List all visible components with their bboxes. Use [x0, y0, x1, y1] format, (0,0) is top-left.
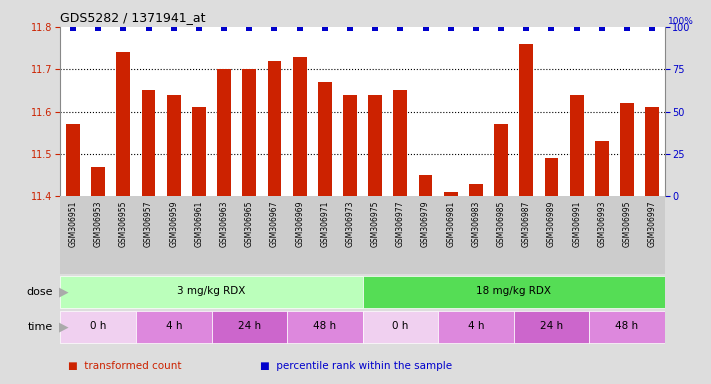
- Bar: [419, 175, 432, 197]
- Text: GSM306973: GSM306973: [346, 200, 355, 247]
- Text: GSM306953: GSM306953: [94, 200, 102, 247]
- Text: GSM306955: GSM306955: [119, 200, 128, 247]
- Bar: [646, 108, 659, 197]
- Text: 4 h: 4 h: [166, 321, 182, 331]
- Bar: [141, 91, 156, 197]
- Text: GSM306965: GSM306965: [245, 200, 254, 247]
- Bar: [66, 124, 80, 197]
- Text: GSM306985: GSM306985: [496, 200, 506, 247]
- Bar: [363, 311, 438, 343]
- Bar: [136, 311, 212, 343]
- Text: 24 h: 24 h: [237, 321, 261, 331]
- Text: 100%: 100%: [668, 17, 694, 26]
- Text: GSM306971: GSM306971: [321, 200, 329, 247]
- Text: 48 h: 48 h: [314, 321, 336, 331]
- Text: 0 h: 0 h: [90, 321, 107, 331]
- Bar: [363, 276, 665, 308]
- Bar: [192, 108, 206, 197]
- Bar: [514, 311, 589, 343]
- Text: GSM306963: GSM306963: [220, 200, 229, 247]
- Text: GSM306975: GSM306975: [370, 200, 380, 247]
- Text: GSM306993: GSM306993: [597, 200, 606, 247]
- Bar: [469, 184, 483, 197]
- Text: GSM306981: GSM306981: [447, 200, 455, 247]
- Bar: [217, 69, 231, 197]
- Text: GSM306987: GSM306987: [522, 200, 531, 247]
- Text: ■  transformed count: ■ transformed count: [68, 361, 181, 371]
- Text: 48 h: 48 h: [616, 321, 638, 331]
- Bar: [287, 311, 363, 343]
- Text: GSM306997: GSM306997: [648, 200, 657, 247]
- Text: GSM306995: GSM306995: [623, 200, 631, 247]
- Text: 3 mg/kg RDX: 3 mg/kg RDX: [177, 286, 246, 296]
- Text: 0 h: 0 h: [392, 321, 409, 331]
- Bar: [595, 141, 609, 197]
- Text: GSM306951: GSM306951: [68, 200, 77, 247]
- Text: ▶: ▶: [59, 321, 69, 334]
- Bar: [545, 158, 558, 197]
- Bar: [343, 95, 357, 197]
- Bar: [60, 276, 363, 308]
- Text: GSM306967: GSM306967: [270, 200, 279, 247]
- Text: GSM306977: GSM306977: [396, 200, 405, 247]
- Bar: [519, 44, 533, 197]
- Text: GSM306969: GSM306969: [295, 200, 304, 247]
- Text: 18 mg/kg RDX: 18 mg/kg RDX: [476, 286, 551, 296]
- Bar: [589, 311, 665, 343]
- Text: GSM306979: GSM306979: [421, 200, 430, 247]
- Text: GDS5282 / 1371941_at: GDS5282 / 1371941_at: [60, 11, 206, 24]
- Bar: [167, 95, 181, 197]
- Text: ■  percentile rank within the sample: ■ percentile rank within the sample: [260, 361, 451, 371]
- Text: ▶: ▶: [59, 285, 69, 298]
- Text: GSM306957: GSM306957: [144, 200, 153, 247]
- Bar: [393, 91, 407, 197]
- Bar: [293, 56, 306, 197]
- Bar: [438, 311, 514, 343]
- Bar: [494, 124, 508, 197]
- Text: GSM306991: GSM306991: [572, 200, 581, 247]
- Bar: [368, 95, 382, 197]
- Bar: [444, 192, 458, 197]
- Bar: [267, 61, 282, 197]
- Text: dose: dose: [27, 287, 53, 297]
- Bar: [318, 82, 332, 197]
- Bar: [91, 167, 105, 197]
- Bar: [570, 95, 584, 197]
- Text: 24 h: 24 h: [540, 321, 563, 331]
- Bar: [242, 69, 256, 197]
- Text: GSM306961: GSM306961: [194, 200, 203, 247]
- Bar: [212, 311, 287, 343]
- Bar: [60, 311, 136, 343]
- Bar: [117, 52, 130, 197]
- Text: time: time: [28, 322, 53, 332]
- Text: GSM306959: GSM306959: [169, 200, 178, 247]
- Text: GSM306989: GSM306989: [547, 200, 556, 247]
- Text: GSM306983: GSM306983: [471, 200, 481, 247]
- Text: 4 h: 4 h: [468, 321, 484, 331]
- Bar: [620, 103, 634, 197]
